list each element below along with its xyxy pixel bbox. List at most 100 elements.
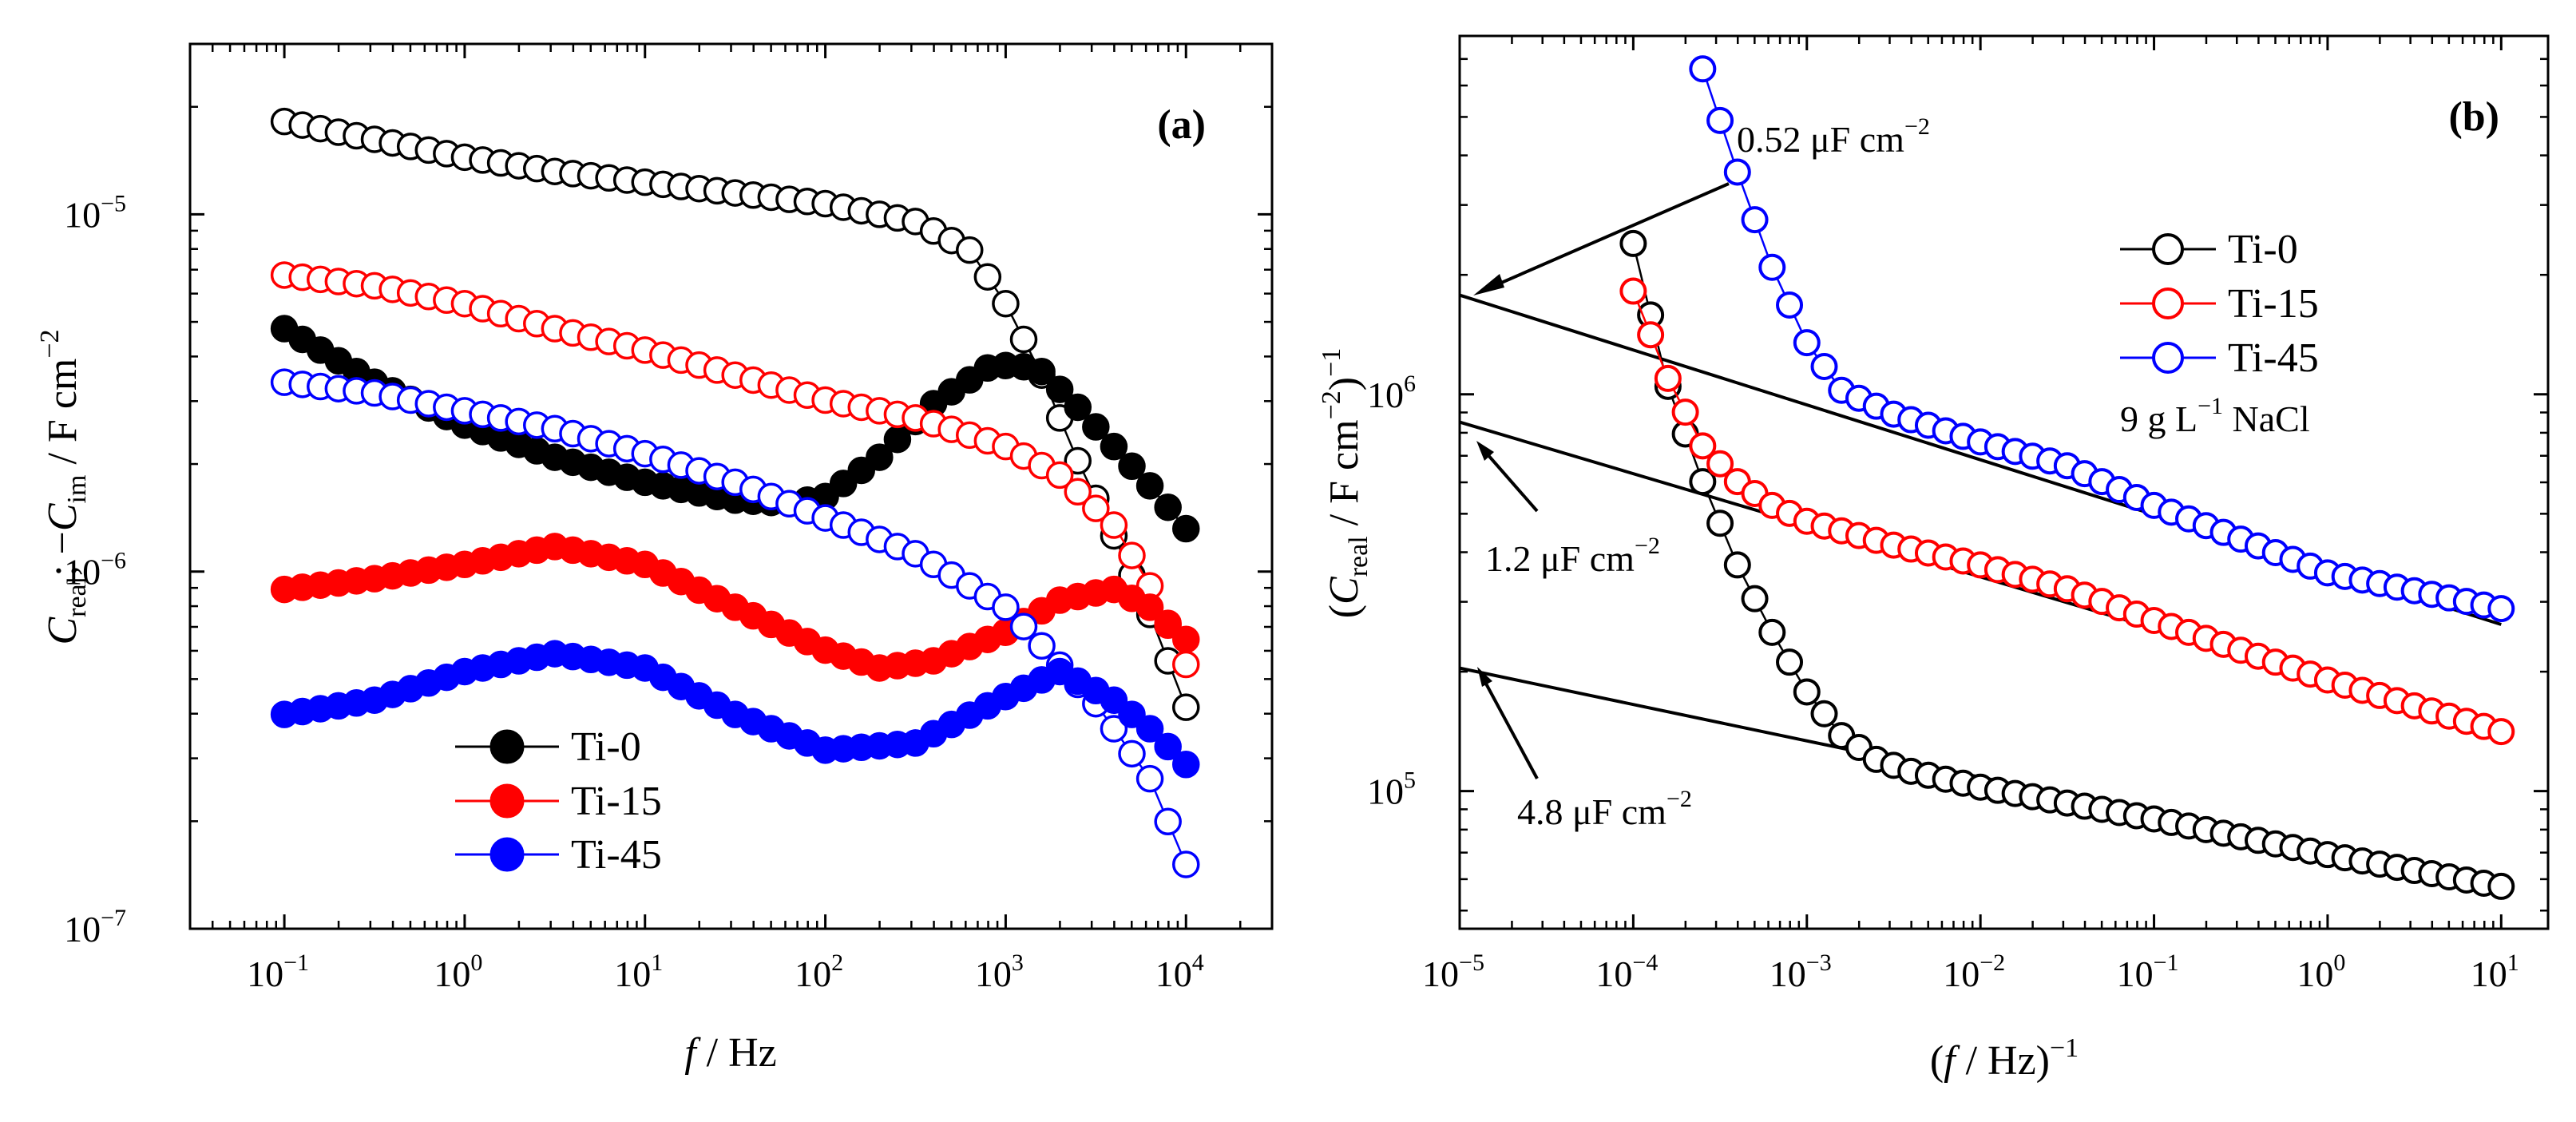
- panel-a-xtick-label-1: 100: [434, 950, 482, 994]
- point-a-1-50: [1172, 514, 1200, 543]
- legend-marker-ti-0: [489, 729, 525, 764]
- panel-a-x-tick-labels: 10−1 100 101 102 103 104: [247, 950, 1204, 994]
- panel-a-ytick-label-2: 10−5: [64, 190, 126, 235]
- point-a-0-41: [1009, 325, 1038, 354]
- point-b-0-10: [1793, 678, 1821, 706]
- point-b-2-6: [1793, 329, 1821, 357]
- legend-marker-ti-15: [489, 783, 525, 819]
- point-b-2-46: [2487, 595, 2515, 623]
- legend-marker-ti-45: [489, 837, 525, 872]
- point-a-1-49: [1154, 493, 1182, 521]
- panel-a-xtick-label-5: 104: [1155, 950, 1204, 994]
- legend-b-label-ti-15: Ti-15: [2228, 281, 2319, 327]
- point-b-1-2: [1654, 364, 1682, 392]
- series-a-5: [270, 640, 1200, 779]
- legend-item-ti-0: Ti-0: [455, 724, 641, 770]
- point-a-4-40: [992, 593, 1020, 621]
- series-a-0: [270, 107, 1200, 721]
- annotation-4-8: 4.8 μF cm−2: [1517, 786, 1692, 832]
- panel-b-xtick-label-2: 10−3: [1770, 950, 1832, 994]
- legend-label-ti-15: Ti-15: [571, 779, 662, 824]
- point-b-0-6: [1723, 551, 1751, 579]
- panel-b: 10−5 10−4 10−3 10−2 10−1 100 101 105 106 (b) 0.…: [1317, 34, 2550, 1084]
- point-a-0-39: [973, 263, 1002, 291]
- legend-label-ti-0: Ti-0: [571, 724, 641, 770]
- point-a-2-45: [1082, 494, 1110, 522]
- legend-item-ti-15: Ti-15: [455, 779, 662, 824]
- panel-a-series: [270, 107, 1200, 878]
- point-a-5-49: [1154, 732, 1182, 761]
- panel-b-xtick-label-4: 10−1: [2117, 950, 2179, 994]
- series-a-4: [270, 368, 1200, 878]
- series-a-2: [270, 261, 1200, 679]
- point-b-2-7: [1810, 352, 1838, 380]
- panel-a: 10−1 100 101 102 103 104 10−7 10−6 10−5 (a) f /…: [35, 42, 1274, 1076]
- legend-b-label-ti-0: Ti-0: [2228, 227, 2298, 272]
- point-b-0-7: [1741, 585, 1769, 613]
- panel-a-xtick-label-0: 10−1: [247, 950, 309, 994]
- point-a-4-42: [1028, 632, 1056, 660]
- point-b-0-11: [1810, 700, 1838, 728]
- panel-a-ytick-label-1: 10−6: [64, 548, 126, 593]
- legend-b-item-ti-0: Ti-0: [2120, 227, 2298, 272]
- arrow-1-2: [1480, 446, 1539, 513]
- point-a-5-46: [1100, 686, 1128, 714]
- point-b-1-50: [2487, 718, 2515, 746]
- panel-b-xtick-label-6: 101: [2471, 950, 2519, 994]
- panel-a-label: (a): [1157, 102, 1206, 148]
- legend-b-marker-ti-45: [2152, 342, 2184, 374]
- panel-b-axis-ticks: [1458, 34, 2548, 929]
- panel-a-ytick-label-0: 10−7: [64, 905, 126, 950]
- series-b-0: [1619, 229, 2515, 900]
- point-a-1-44: [1064, 393, 1092, 422]
- point-a-4-47: [1118, 739, 1146, 768]
- point-a-2-47: [1118, 541, 1146, 569]
- point-a-1-48: [1135, 472, 1164, 500]
- panel-b-xtick-label-0: 10−5: [1422, 950, 1484, 994]
- point-a-1-33: [866, 443, 894, 471]
- panel-a-y-axis-label: Creal; −Cim / F cm−2: [35, 329, 92, 644]
- legend-b-condition: 9 g L−1 NaCl: [2120, 393, 2310, 439]
- legend-b-item-ti-45: Ti-45: [2120, 335, 2319, 381]
- point-b-1-3: [1671, 398, 1699, 426]
- panel-b-legend: Ti-0 Ti-15 Ti-45 9 g L−1 NaCl: [2120, 227, 2319, 439]
- point-b-1-1: [1637, 321, 1665, 349]
- point-a-4-48: [1135, 764, 1164, 793]
- point-a-2-50: [1172, 650, 1200, 679]
- panel-a-xtick-label-2: 101: [614, 950, 663, 994]
- arrow-4-8: [1480, 674, 1539, 779]
- panel-a-legend: Ti-0 Ti-15 Ti-45: [455, 724, 662, 878]
- panel-a-axis-ticks: [188, 42, 1274, 930]
- panel-b-ytick-label-0: 105: [1367, 767, 1416, 812]
- point-a-3-50: [1172, 625, 1200, 653]
- panel-b-x-axis-label: (f / Hz)−1: [1930, 1033, 2079, 1084]
- panel-a-y-tick-labels: 10−7 10−6 10−5: [64, 190, 126, 950]
- point-a-3-48: [1135, 593, 1164, 621]
- panel-b-label: (b): [2448, 94, 2499, 140]
- legend-b-marker-ti-15: [2152, 287, 2184, 319]
- point-a-0-44: [1064, 446, 1092, 475]
- point-a-0-38: [956, 236, 984, 264]
- panel-a-x-axis-label: f / Hz: [684, 1030, 777, 1076]
- panel-a-xtick-label-4: 103: [975, 950, 1024, 994]
- series-a-line-4: [283, 381, 1187, 865]
- point-b-2-5: [1776, 291, 1804, 319]
- panel-b-series: [1619, 55, 2515, 900]
- point-a-5-48: [1135, 715, 1164, 743]
- panel-b-ytick-label-1: 106: [1367, 371, 1416, 415]
- point-a-3-49: [1154, 609, 1182, 637]
- point-a-0-40: [992, 289, 1020, 318]
- panel-a-xtick-label-3: 102: [795, 950, 843, 994]
- point-b-1-5: [1706, 450, 1734, 478]
- point-a-2-44: [1064, 478, 1092, 506]
- legend-label-ti-45: Ti-45: [571, 832, 662, 878]
- point-a-4-46: [1100, 715, 1128, 743]
- panel-b-xtick-label-1: 10−4: [1595, 950, 1658, 994]
- point-b-2-0: [1689, 55, 1717, 83]
- point-b-0-9: [1776, 648, 1804, 676]
- point-a-4-49: [1154, 807, 1182, 836]
- point-a-0-50: [1172, 693, 1200, 721]
- point-b-0-8: [1758, 618, 1786, 646]
- point-b-2-1: [1706, 106, 1734, 134]
- series-b-1: [1619, 277, 2515, 746]
